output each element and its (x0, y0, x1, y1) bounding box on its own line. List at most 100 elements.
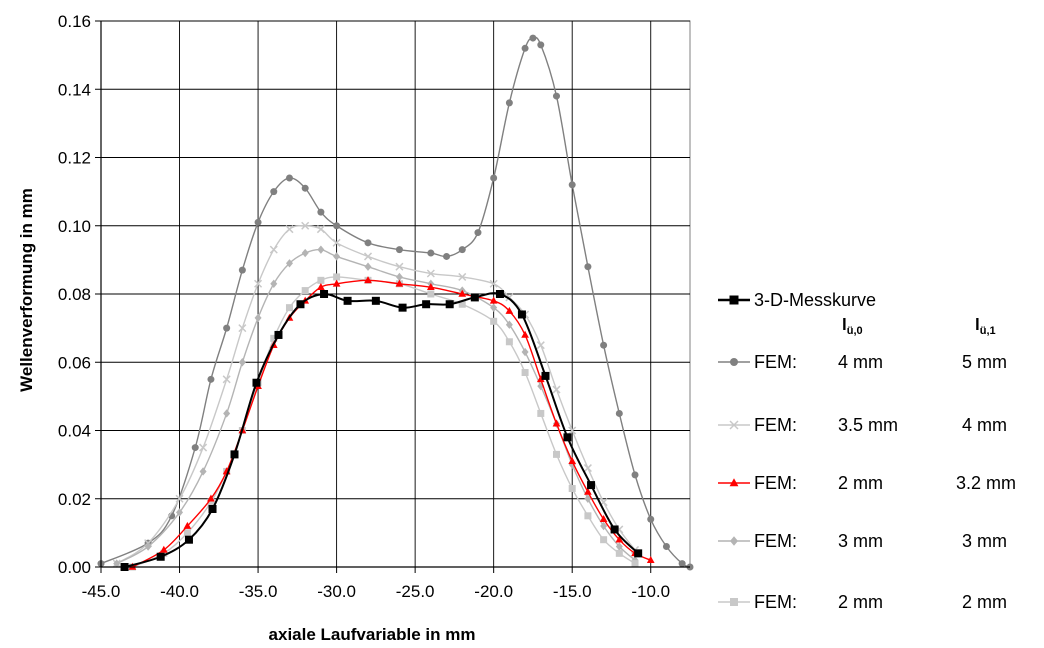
data-point (238, 358, 246, 367)
data-point (301, 287, 309, 295)
data-point (552, 385, 561, 394)
x-tick-label: -15.0 (553, 582, 592, 601)
data-point (223, 409, 231, 418)
data-point (505, 320, 513, 329)
data-point (317, 276, 325, 284)
data-point (207, 494, 215, 502)
legend: lü,0 lü,1 3-D-Messkurve FEM: 4 mm 5 mm FEM: 3.5… (718, 290, 1016, 612)
x-tick-label: -35.0 (239, 582, 278, 601)
data-point (364, 276, 372, 284)
data-point (490, 303, 498, 312)
data-point (183, 521, 192, 529)
data-point (537, 409, 545, 417)
data-point (395, 246, 403, 254)
data-point (647, 515, 655, 523)
data-point (207, 375, 215, 383)
data-point (285, 225, 294, 234)
axes: 0.00 0.02 0.04 0.06 0.08 0.10 0.12 0.14 0.16 -45.… (58, 12, 690, 601)
data-point (458, 272, 467, 281)
data-point (662, 543, 670, 551)
data-point (552, 92, 560, 100)
data-point (490, 317, 498, 325)
data-point (615, 542, 623, 551)
data-point (615, 549, 623, 557)
data-point (529, 34, 537, 42)
data-point (505, 99, 513, 107)
data-point (270, 279, 278, 288)
legend-item-4: FEM: 3 mm 3 mm (718, 531, 1007, 551)
data-point (631, 560, 639, 568)
data-point (159, 545, 168, 553)
data-point (317, 245, 325, 254)
data-point (156, 552, 165, 561)
y-tick-label: 0.10 (58, 217, 91, 236)
data-point (587, 481, 596, 490)
data-point (470, 293, 479, 302)
data-point (199, 467, 207, 476)
data-point (316, 225, 325, 234)
data-point (505, 306, 514, 314)
data-point (521, 347, 529, 357)
data-point (443, 252, 451, 260)
data-point (363, 252, 373, 261)
legend-swatch-marker (729, 478, 739, 487)
data-point (600, 521, 608, 531)
data-point (238, 266, 246, 274)
data-point (343, 296, 352, 305)
data-point (395, 262, 404, 271)
legend-col2-value: 3 mm (962, 531, 1007, 551)
data-point (521, 330, 529, 338)
data-point (615, 535, 624, 543)
data-point (458, 300, 466, 308)
data-point (568, 181, 576, 189)
data-point (223, 324, 231, 332)
data-point (536, 341, 545, 350)
legend-col1-value: 3 mm (838, 531, 883, 551)
data-point (301, 184, 309, 192)
legend-swatch-marker (730, 358, 738, 366)
legend-label: FEM: (754, 531, 797, 551)
legend-label: FEM: (754, 592, 797, 612)
data-point (254, 279, 263, 288)
data-point (584, 494, 592, 503)
data-point (296, 300, 305, 309)
data-point (395, 279, 404, 287)
data-point (495, 290, 504, 298)
legend-col2-value: 2 mm (962, 592, 1007, 612)
data-point (252, 378, 261, 387)
data-point (230, 450, 239, 459)
x-tick-label: -45.0 (82, 582, 121, 601)
data-point (445, 300, 454, 309)
y-tick-label: 0.04 (58, 422, 91, 441)
data-point (301, 248, 309, 258)
series-0 (120, 290, 643, 571)
x-tick-label: -10.0 (631, 582, 670, 601)
legend-col1-value: 2 mm (838, 473, 883, 493)
data-point (490, 174, 498, 182)
data-point (270, 334, 278, 342)
data-point (583, 464, 592, 473)
data-point (426, 269, 435, 278)
y-tick-label: 0.00 (58, 558, 91, 577)
data-point (458, 289, 467, 297)
data-point (427, 290, 435, 298)
data-point (610, 525, 619, 534)
data-point (317, 282, 325, 290)
data-point (254, 218, 262, 226)
data-point (222, 375, 231, 384)
data-point (398, 303, 407, 312)
legend-col1-value: 4 mm (838, 352, 883, 372)
data-point (254, 313, 262, 323)
legend-label: FEM: (754, 352, 797, 372)
data-point (333, 252, 341, 261)
legend-col1-value: 2 mm (838, 592, 883, 612)
data-point (208, 504, 217, 513)
series-layer (97, 34, 694, 571)
data-point (615, 409, 623, 417)
legend-column-header-2: lü,1 (975, 315, 996, 337)
data-point (395, 272, 403, 282)
legend-col2-value: 5 mm (962, 352, 1007, 372)
data-point (144, 542, 152, 551)
data-point (552, 419, 561, 427)
data-point (183, 529, 191, 537)
